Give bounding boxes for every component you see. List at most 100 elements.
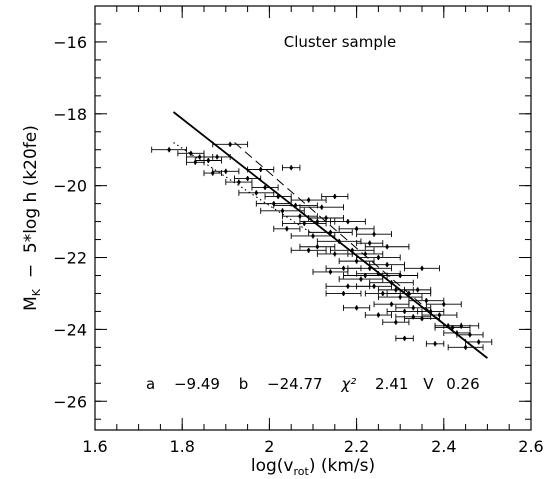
data-point <box>151 146 188 153</box>
x-tick-labels: 1.6 1.8 2 2.2 2.4 2.6 <box>82 437 543 456</box>
fit-chi-value: 2.41 <box>375 375 408 393</box>
point-dot <box>246 176 250 181</box>
fit-v-value: 0.26 <box>446 375 479 393</box>
point-dot <box>307 248 311 252</box>
data-point <box>316 250 353 257</box>
data-point <box>299 243 336 250</box>
point-dot <box>206 158 210 163</box>
point-dot <box>315 219 319 224</box>
point-dot <box>350 248 354 252</box>
point-dot <box>389 302 394 306</box>
data-point <box>325 290 362 297</box>
point-dot <box>407 291 411 296</box>
point-dot <box>198 155 202 159</box>
point-dot <box>355 306 359 310</box>
point-dot <box>333 252 337 256</box>
point-dot <box>363 273 367 278</box>
point-dot <box>389 281 394 285</box>
data-point <box>356 240 384 247</box>
fit-line-dotted <box>173 142 314 235</box>
y-axis-label-main: M <box>21 296 41 311</box>
point-dot <box>437 313 442 317</box>
point-dot <box>381 291 385 296</box>
point-dot <box>341 266 346 270</box>
point-dot <box>411 315 415 319</box>
point-dot <box>311 234 315 238</box>
data-point <box>369 279 414 286</box>
data-point <box>343 304 371 311</box>
y-tick-labels: −16 −18 −20 −22 −24 −26 <box>53 33 87 411</box>
point-dot <box>237 180 241 184</box>
data-point <box>264 193 292 200</box>
point-dot <box>298 214 302 218</box>
point-dot <box>259 167 263 172</box>
data-point <box>203 170 222 177</box>
data-point <box>308 215 344 221</box>
fit-chi-label: χ² <box>340 375 356 393</box>
data-point <box>316 238 362 245</box>
fit-parameters: a −9.49 b −24.77 χ² 2.41 V 0.26 <box>146 375 480 393</box>
point-dot <box>398 295 402 299</box>
point-dot <box>293 203 298 208</box>
data-point <box>234 175 262 182</box>
data-points <box>151 141 493 351</box>
data-point <box>356 254 401 261</box>
point-dot <box>385 263 389 267</box>
point-dot <box>346 219 350 224</box>
data-point <box>395 335 414 342</box>
data-point <box>290 247 327 254</box>
data-point <box>290 232 336 239</box>
y-tick-label: −16 <box>53 33 87 52</box>
x-axis-label: log(vrot) (km/s) <box>251 456 375 478</box>
chart-title: Cluster sample <box>284 33 397 51</box>
point-dot <box>228 142 232 146</box>
data-point <box>238 189 275 196</box>
y-tick-label: −18 <box>53 105 87 124</box>
point-dot <box>276 194 280 199</box>
y-axis-label-sub: K <box>30 288 43 296</box>
data-point <box>404 265 440 272</box>
y-tick-label: −20 <box>53 177 87 196</box>
data-point <box>312 268 349 275</box>
point-dot <box>355 259 359 263</box>
point-dot <box>376 255 380 260</box>
point-dot <box>346 284 350 288</box>
point-dot <box>442 302 446 306</box>
data-point <box>186 159 205 166</box>
data-point <box>299 204 344 211</box>
x-tick-label: 1.6 <box>82 437 107 456</box>
data-point <box>456 331 484 338</box>
data-point <box>377 294 423 301</box>
data-point <box>308 229 353 236</box>
point-dot <box>402 309 407 314</box>
x-tick-label: 1.8 <box>169 437 194 456</box>
point-dot <box>464 345 468 349</box>
fit-b-label: b <box>239 375 249 393</box>
data-point <box>212 141 249 148</box>
point-dot <box>289 166 293 170</box>
point-dot <box>394 320 398 324</box>
point-dot <box>368 266 372 270</box>
data-point <box>338 225 375 232</box>
data-point <box>329 218 366 225</box>
data-point <box>369 261 406 268</box>
data-point <box>417 308 445 315</box>
fit-v-label: V <box>423 375 434 393</box>
data-point <box>382 319 410 326</box>
data-point <box>343 272 388 279</box>
point-dot <box>459 324 463 328</box>
x-tick-label: 2.2 <box>344 437 369 456</box>
point-dot <box>315 245 319 249</box>
data-point <box>321 193 349 200</box>
point-dot <box>307 198 311 202</box>
point-dot <box>263 185 267 190</box>
fit-a-value: −9.49 <box>174 375 220 393</box>
point-dot <box>302 221 306 225</box>
point-dot <box>420 317 424 321</box>
fit-lines <box>172 111 488 359</box>
point-dot <box>450 325 455 330</box>
x-tick-label: 2.4 <box>431 437 456 456</box>
data-point <box>395 313 432 320</box>
data-point <box>425 340 445 347</box>
point-dot <box>372 232 376 236</box>
